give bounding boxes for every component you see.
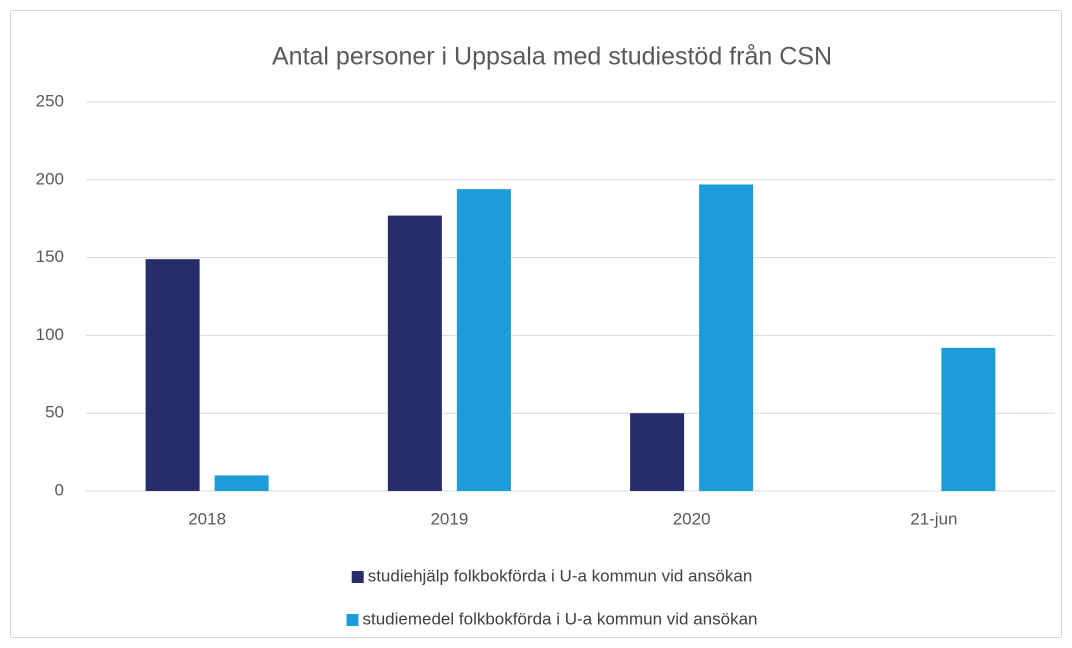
legend-label: studiemedel folkbokförda i U-a kommun vi… — [363, 609, 758, 628]
legend-label: studiehjälp folkbokförda i U-a kommun vi… — [368, 566, 753, 585]
y-tick-label: 50 — [45, 403, 64, 422]
bar — [214, 475, 269, 491]
bar — [456, 189, 511, 492]
x-tick-label: 2018 — [188, 509, 226, 528]
bar — [941, 347, 996, 491]
x-tick-label: 2020 — [673, 509, 711, 528]
legend: studiehjälp folkbokförda i U-a kommun vi… — [346, 566, 758, 628]
bar — [145, 259, 200, 491]
y-tick-label: 0 — [55, 480, 64, 499]
chart-title: Antal personer i Uppsala med studiestöd … — [272, 43, 832, 71]
y-tick-label: 200 — [36, 169, 64, 188]
x-tick-label: 21-jun — [910, 509, 957, 528]
legend-swatch — [346, 614, 359, 626]
bar — [699, 184, 754, 491]
y-tick-label: 150 — [36, 247, 64, 266]
legend-swatch — [351, 571, 364, 583]
bar — [630, 413, 685, 491]
x-tick-label: 2019 — [430, 509, 468, 528]
y-tick-label: 100 — [36, 325, 64, 344]
bar — [387, 215, 442, 491]
y-tick-label: 250 — [36, 91, 64, 110]
